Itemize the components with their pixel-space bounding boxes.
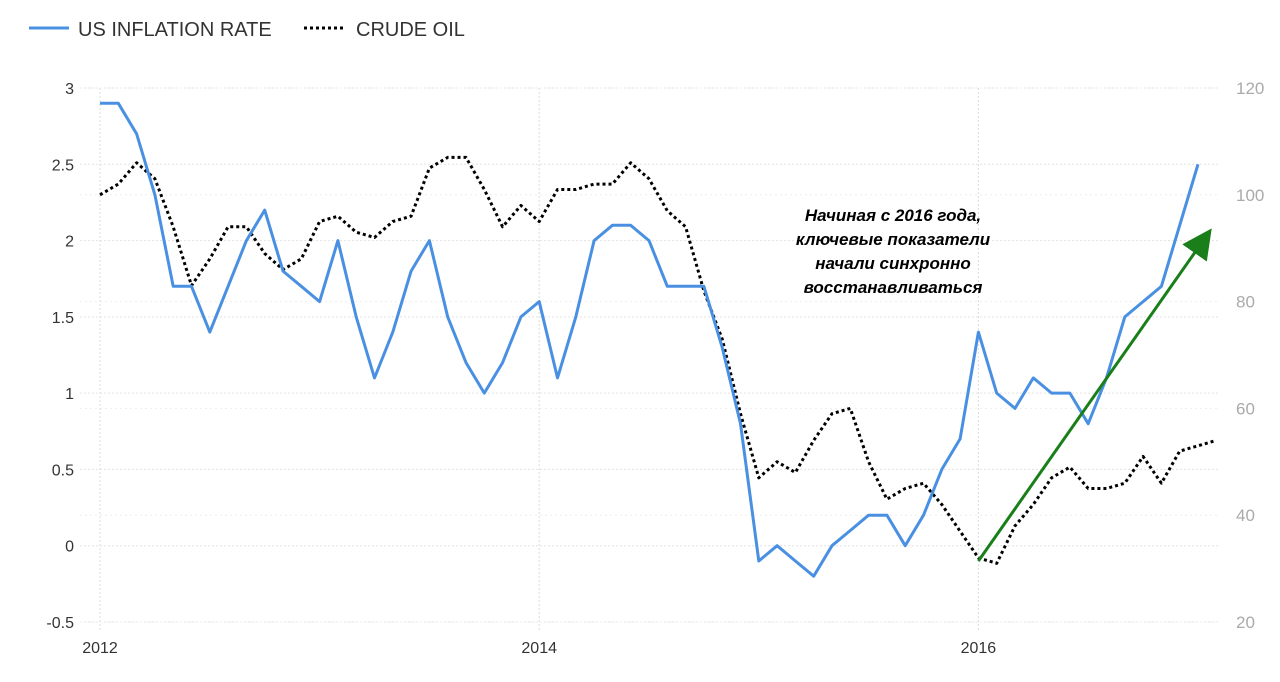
y-right-tick-label: 80 [1236,293,1255,312]
y-left-tick-label: 0 [65,539,74,556]
series-line-crude-oil [99,155,1217,565]
y-right-tick-label: 20 [1236,613,1255,632]
x-tick-label: 2014 [521,640,557,657]
y-left-tick-label: 1 [65,386,74,403]
annotation: Начиная с 2016 года, ключевые показатели… [796,206,1212,562]
grid [80,87,1218,630]
series-line-us-inflation [100,101,1200,578]
y-right-tick-label: 100 [1236,186,1264,205]
y-right-tick-label: 120 [1236,79,1264,98]
y-right-tick-label: 40 [1236,506,1255,525]
y-left-tick-label: 0.5 [52,462,74,479]
y-left-tick-label: 1.5 [52,310,74,327]
y-right-tick-label: 60 [1236,399,1255,418]
x-tick-label: 2012 [82,640,118,657]
y-left-tick-label: 3 [65,81,74,98]
x-axis: 2012 2014 2016 [82,640,996,657]
annotation-line-2: ключевые показатели [796,230,991,249]
series-layer [99,101,1217,578]
annotation-line-3: начали синхронно [815,254,971,273]
annotation-line-1: Начиная с 2016 года, [805,206,981,225]
annotation-line-4: восстанавливаться [804,278,983,297]
legend-item-inflation[interactable]: US INFLATION RATE [29,19,272,41]
y-left-tick-label: 2.5 [52,157,74,174]
annotation-arrow [977,228,1212,562]
y-left-tick-label: 2 [65,234,74,251]
y-left-tick-label: -0.5 [46,615,74,632]
legend: US INFLATION RATE CRUDE OIL [29,19,465,41]
legend-label-inflation: US INFLATION RATE [78,19,272,41]
legend-item-oil[interactable]: CRUDE OIL [304,19,465,41]
y-axis-left: 3 2.5 2 1.5 1 0.5 0 -0.5 [46,81,74,632]
x-tick-label: 2016 [961,640,997,657]
y-axis-right: 120 100 80 60 40 20 [1236,79,1264,632]
legend-label-oil: CRUDE OIL [356,19,465,41]
